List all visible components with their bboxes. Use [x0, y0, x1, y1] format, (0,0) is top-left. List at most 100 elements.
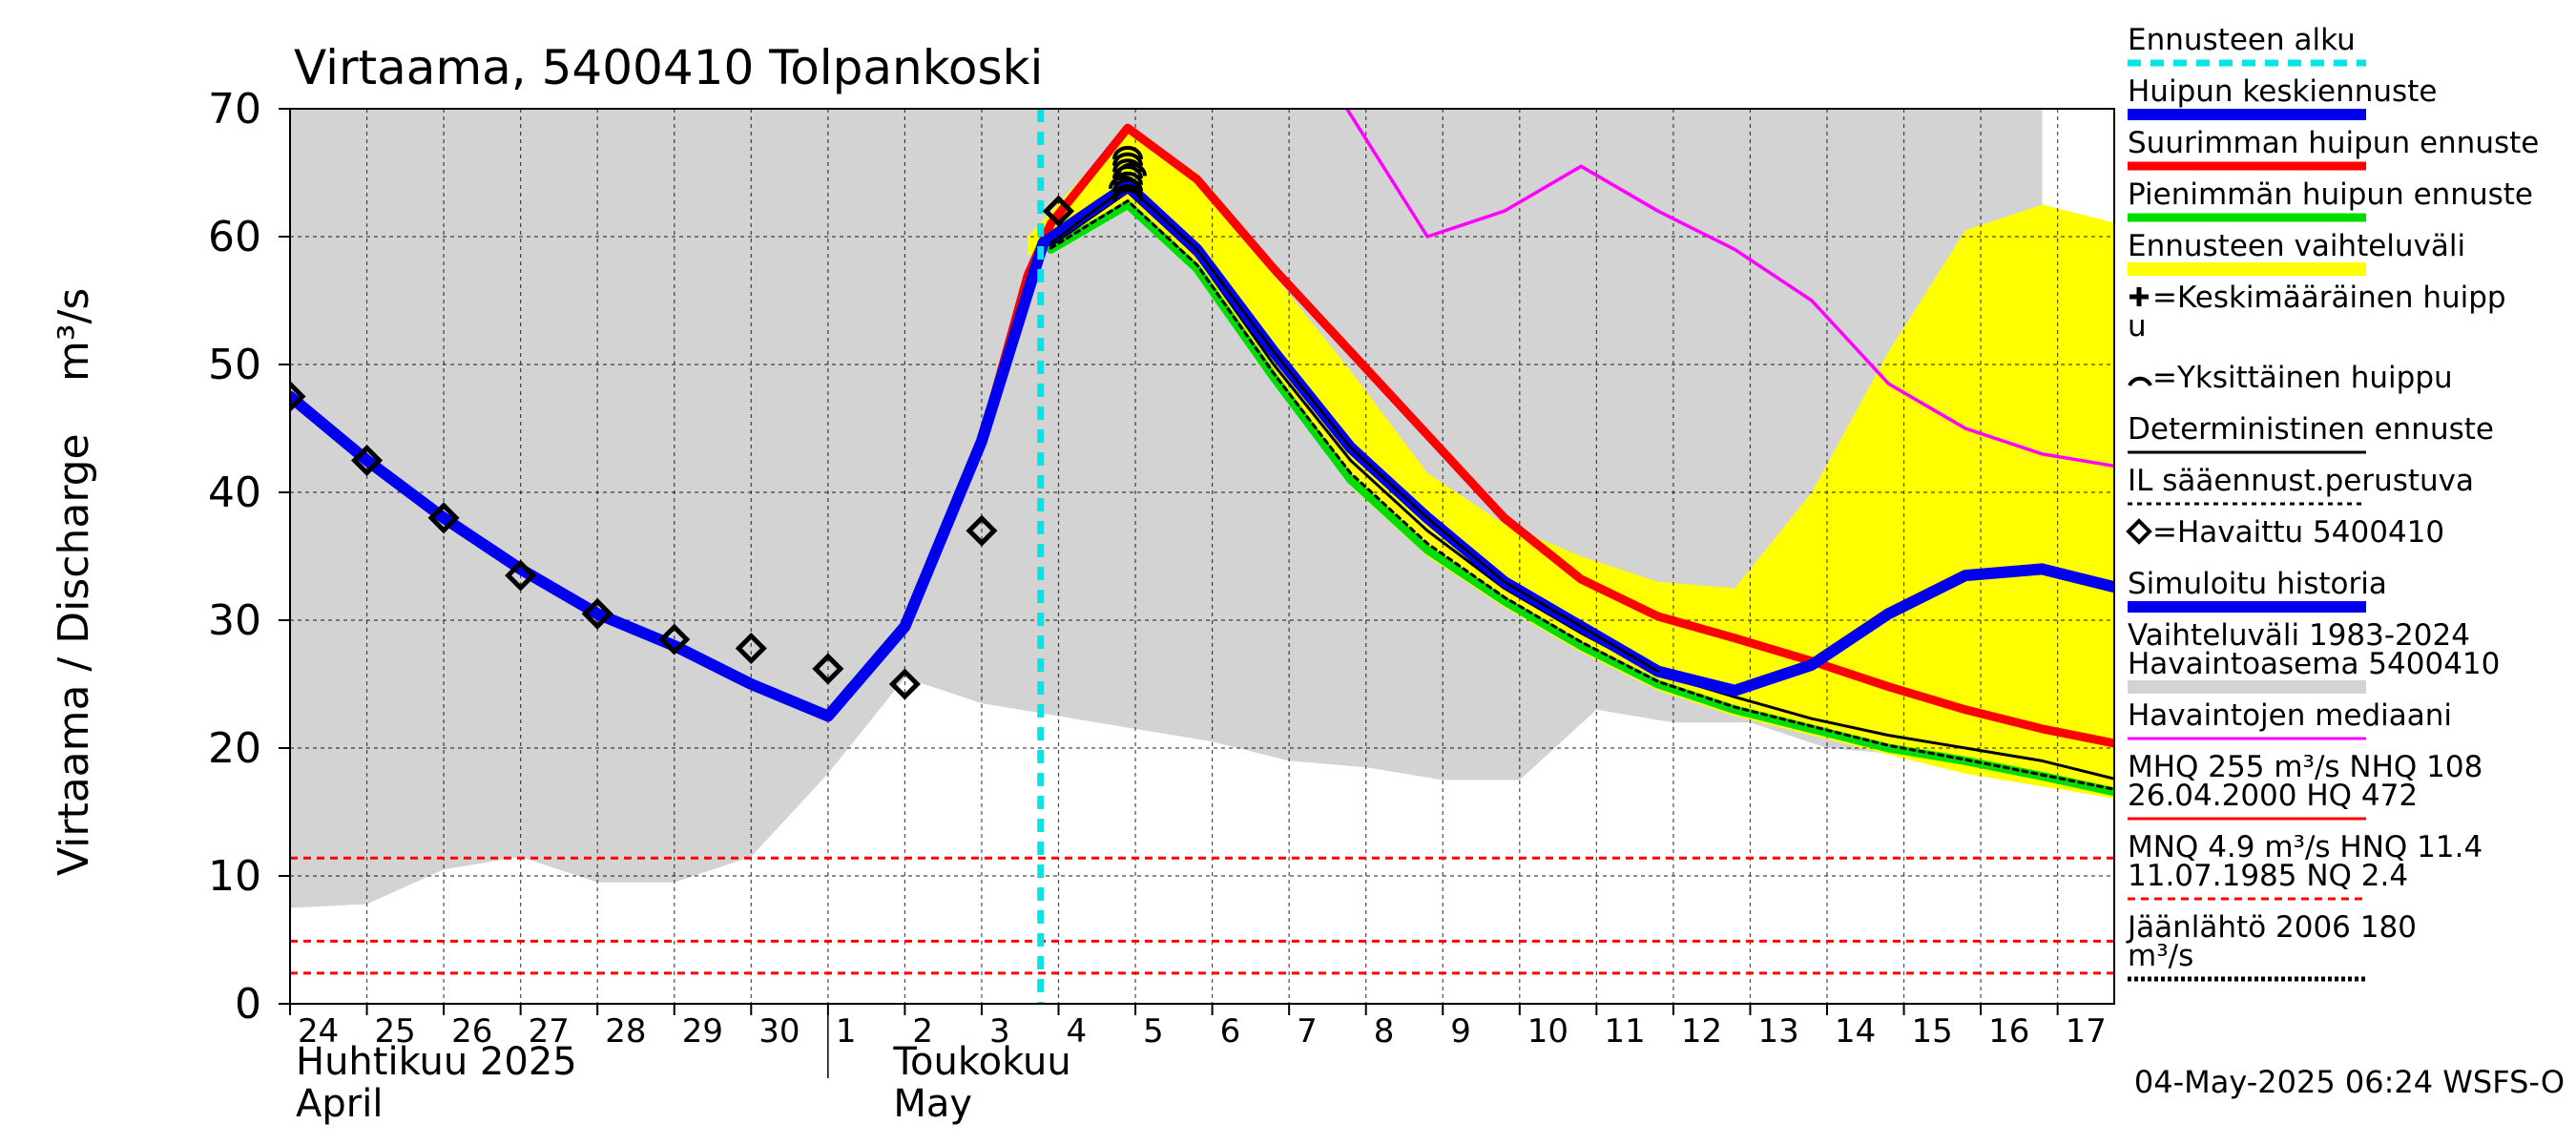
legend-label: =Keskimääräinen huipp [2152, 281, 2506, 315]
legend-label: Ennusteen alku [2128, 23, 2356, 57]
history-range-band [290, 109, 2043, 908]
x-tick-label: 30 [758, 1012, 800, 1051]
y-tick-label: 60 [208, 213, 261, 261]
x-tick-label: 12 [1681, 1012, 1722, 1051]
legend-label: m³/s [2128, 939, 2193, 973]
max-peak-forecast-line [900, 123, 2114, 748]
month-label-en: May [893, 1082, 972, 1126]
legend: Ennusteen alku Huipun keskiennuste Suurimm… [2126, 23, 2539, 982]
legend-item: Ennusteen vaihteluväli [2128, 229, 2465, 276]
x-tick-label: 28 [605, 1012, 646, 1051]
x-tick-label: 14 [1835, 1012, 1876, 1051]
individual-peak-marker [1111, 184, 1143, 198]
y-axis-unit: m³/s [50, 288, 98, 382]
legend-item: Huipun keskiennuste [2128, 74, 2437, 120]
x-tick-label: 24 [298, 1012, 339, 1051]
observed-point [290, 380, 306, 413]
legend-label: Huipun keskiennuste [2128, 74, 2437, 109]
y-tick-label: 0 [235, 980, 261, 1029]
x-tick-label: 13 [1757, 1012, 1798, 1051]
plot-frame [289, 108, 2115, 1005]
legend-label: Vaihteluväli 1983-2024 [2128, 618, 2470, 653]
individual-peak-marker [1108, 175, 1139, 189]
individual-peak-marker [1111, 145, 1143, 160]
legend-item: =Havaittu 5400410 [2126, 515, 2444, 550]
observed-point [735, 632, 767, 665]
legend-arc-icon [2128, 376, 2152, 386]
x-tick-label: 17 [2066, 1012, 2107, 1051]
y-tick-label: 30 [208, 596, 261, 645]
forecast-range-band [1028, 128, 2114, 799]
individual-peak-marker [1111, 177, 1143, 192]
x-tick-label: 9 [1450, 1012, 1471, 1051]
legend-label: =Havaittu 5400410 [2152, 515, 2444, 550]
legend-label: Ennusteen vaihteluväli [2128, 229, 2465, 263]
x-tick-label: 3 [989, 1012, 1010, 1051]
x-tick-label: 29 [682, 1012, 723, 1051]
legend-item: IL sääennust.perustuva [2128, 464, 2474, 506]
month-label-en: April [296, 1082, 383, 1126]
min-peak-forecast-line [1046, 200, 2114, 797]
y-tick-label: 70 [208, 85, 261, 134]
observed-point [351, 444, 384, 477]
x-tick-label: 16 [1988, 1012, 2029, 1051]
x-tick-label: 8 [1374, 1012, 1395, 1051]
legend-item: =Yksittäinen huippu [2128, 361, 2453, 395]
legend-label: 26.04.2000 HQ 472 [2128, 779, 2418, 813]
legend-item: Simuloitu historia [2128, 567, 2387, 613]
plot-area [290, 109, 2114, 1004]
observed-point [581, 597, 613, 630]
observed-point [966, 514, 998, 547]
il-weather-forecast-line [1049, 199, 2114, 791]
x-tick-label: 25 [375, 1012, 416, 1051]
x-tick-label: 5 [1143, 1012, 1164, 1051]
x-tick-label: 4 [1067, 1012, 1088, 1051]
footer-timestamp: 04-May-2025 06:24 WSFS-O [2134, 1064, 2565, 1100]
individual-peak-marker [1111, 165, 1143, 179]
legend-item: Ennusteen alku [2128, 23, 2366, 67]
y-axis-label: Virtaama / Discharge [50, 433, 98, 876]
observed-point [427, 502, 460, 534]
legend-item: Vaihteluväli 1983-2024 Havaintoasema 540… [2128, 618, 2500, 694]
x-tick-label: 2 [912, 1012, 933, 1051]
observed-point [888, 668, 921, 700]
legend-label: IL sääennust.perustuva [2128, 464, 2474, 498]
legend-item: Havaintojen mediaani [2128, 698, 2452, 740]
legend-item: =Keskimääräinen huippu [2128, 281, 2506, 344]
x-tick-label: 27 [529, 1012, 570, 1051]
legend-label: Havaintoasema 5400410 [2128, 647, 2500, 681]
legend-label: MHQ 255 m³/s NHQ 108 [2128, 750, 2483, 784]
individual-peak-marker [1116, 162, 1148, 177]
legend-label: Simuloitu historia [2128, 567, 2387, 601]
legend-label: MNQ 4.9 m³/s HNQ 11.4 [2128, 830, 2483, 864]
y-tick-label: 50 [208, 341, 261, 389]
x-tick-label: 10 [1527, 1012, 1568, 1051]
individual-peak-marker [1111, 152, 1143, 166]
legend-item: Suurimman huipun ennuste [2128, 126, 2539, 171]
mean-forecast-outline [1049, 184, 1660, 673]
x-tick-label: 26 [451, 1012, 492, 1051]
legend-label: 11.07.1985 NQ 2.4 [2128, 859, 2408, 893]
legend-label: Pienimmän huipun ennuste [2128, 177, 2533, 212]
x-tick-label: 6 [1220, 1012, 1241, 1051]
legend-item: Pienimmän huipun ennuste [2128, 177, 2533, 222]
observed-point [1042, 195, 1075, 227]
legend-label: Havaintojen mediaani [2128, 698, 2452, 733]
y-tick-label: 20 [208, 724, 261, 773]
individual-peak-marker [1111, 188, 1143, 202]
x-tick-label: 15 [1912, 1012, 1953, 1051]
observed-point [505, 559, 537, 592]
y-tick-label: 40 [208, 468, 261, 517]
median-line [1344, 109, 2114, 468]
legend-label: Suurimman huipun ennuste [2128, 126, 2539, 160]
legend-label: =Yksittäinen huippu [2152, 361, 2453, 395]
x-tick-label: 11 [1604, 1012, 1645, 1051]
chart-title: Virtaama, 5400410 Tolpankoski [294, 40, 1043, 95]
legend-diamond-icon [2126, 518, 2152, 545]
y-tick-label: 10 [208, 852, 261, 901]
legend-item: MNQ 4.9 m³/s HNQ 11.411.07.1985 NQ 2.4 [2128, 830, 2483, 901]
